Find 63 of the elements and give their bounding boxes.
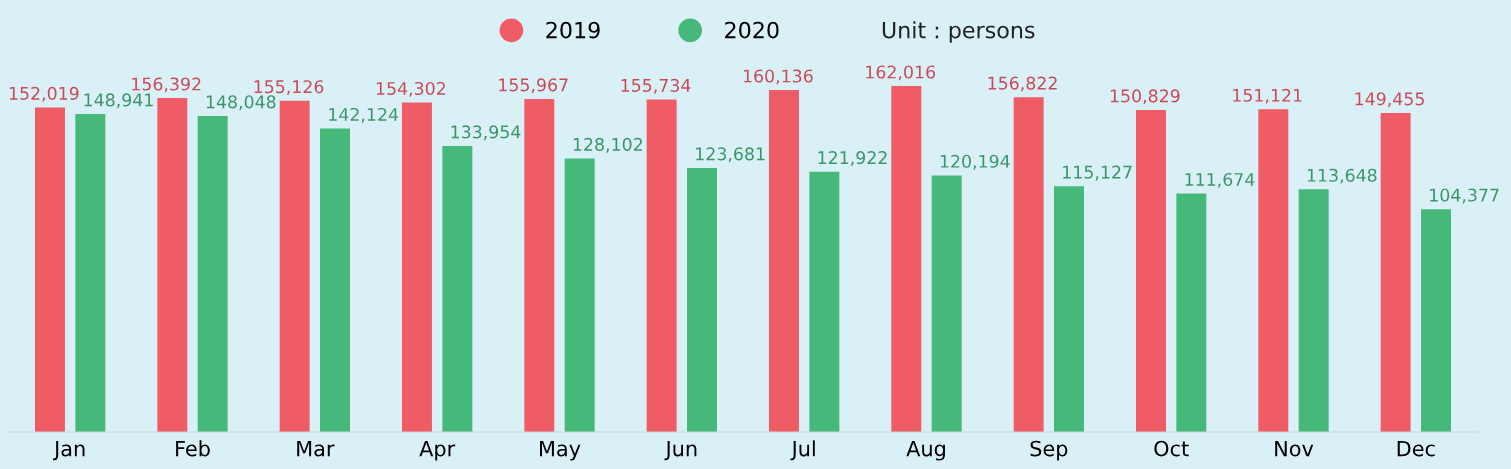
bar bbox=[75, 114, 106, 432]
data-label: 155,967 bbox=[499, 78, 568, 94]
bar bbox=[1054, 186, 1084, 432]
data-label: 142,124 bbox=[329, 107, 399, 123]
x-tick-label: Feb bbox=[176, 440, 210, 457]
x-tick-label: Aug bbox=[906, 440, 945, 461]
x-tick-label: Sep bbox=[1030, 440, 1068, 461]
x-tick-label: Oct bbox=[1154, 440, 1189, 457]
data-label: 111,674 bbox=[1185, 172, 1255, 188]
data-label: 156,822 bbox=[988, 76, 1057, 92]
bar bbox=[931, 175, 962, 432]
bar bbox=[442, 146, 473, 432]
data-label: 123,681 bbox=[696, 147, 765, 163]
data-label: 128,102 bbox=[573, 137, 642, 153]
bar bbox=[809, 171, 840, 432]
bar bbox=[402, 102, 432, 432]
bar bbox=[1380, 112, 1411, 432]
x-tick-label: Dec bbox=[1397, 440, 1435, 457]
data-label: 155,734 bbox=[621, 78, 691, 94]
bar bbox=[524, 99, 555, 432]
bar bbox=[687, 167, 717, 432]
bar bbox=[891, 86, 922, 432]
data-label: 160,136 bbox=[743, 69, 813, 85]
data-label: 150,829 bbox=[1110, 89, 1180, 105]
data-label: 133,954 bbox=[451, 125, 521, 141]
x-tick-label: Jan bbox=[53, 440, 85, 461]
data-label: 120,194 bbox=[940, 154, 1010, 170]
data-label: 148,941 bbox=[84, 93, 153, 109]
bar bbox=[35, 107, 65, 432]
data-label: 104,377 bbox=[1430, 188, 1499, 204]
x-tick-label: Jul bbox=[790, 440, 815, 461]
data-label: 151,121 bbox=[1233, 88, 1302, 104]
bar bbox=[646, 99, 677, 432]
data-label: 155,126 bbox=[254, 80, 324, 96]
data-label: 148,048 bbox=[206, 95, 276, 111]
data-label: 115,127 bbox=[1063, 165, 1132, 181]
data-label: 154,302 bbox=[376, 81, 446, 97]
x-tick-label: Jun bbox=[664, 440, 697, 461]
bar bbox=[1258, 109, 1289, 432]
legend-label: 2019 bbox=[546, 21, 600, 39]
data-label: 162,016 bbox=[866, 65, 935, 81]
data-label: 152,019 bbox=[9, 86, 79, 102]
x-tick-label: Nov bbox=[1275, 440, 1314, 457]
x-tick-label: Apr bbox=[419, 440, 456, 461]
bar bbox=[1298, 189, 1329, 432]
x-tick-label: Mar bbox=[297, 440, 335, 457]
bar bbox=[320, 128, 350, 432]
x-tick-label: May bbox=[540, 440, 581, 461]
data-label: 156,392 bbox=[132, 77, 201, 93]
bar bbox=[279, 100, 310, 432]
data-label: 149,455 bbox=[1355, 92, 1424, 108]
bar bbox=[1176, 193, 1207, 432]
bar bbox=[1136, 109, 1166, 432]
bar bbox=[157, 98, 188, 432]
text: Unit : persons bbox=[882, 21, 1035, 43]
data-label: 121,922 bbox=[818, 151, 887, 166]
bar bbox=[564, 158, 595, 432]
bar bbox=[1013, 97, 1044, 432]
bar bbox=[1421, 209, 1451, 432]
legend-label: 2020 bbox=[725, 21, 779, 39]
data-label: 113,648 bbox=[1307, 168, 1377, 184]
bar bbox=[769, 90, 799, 432]
bar bbox=[197, 115, 228, 432]
